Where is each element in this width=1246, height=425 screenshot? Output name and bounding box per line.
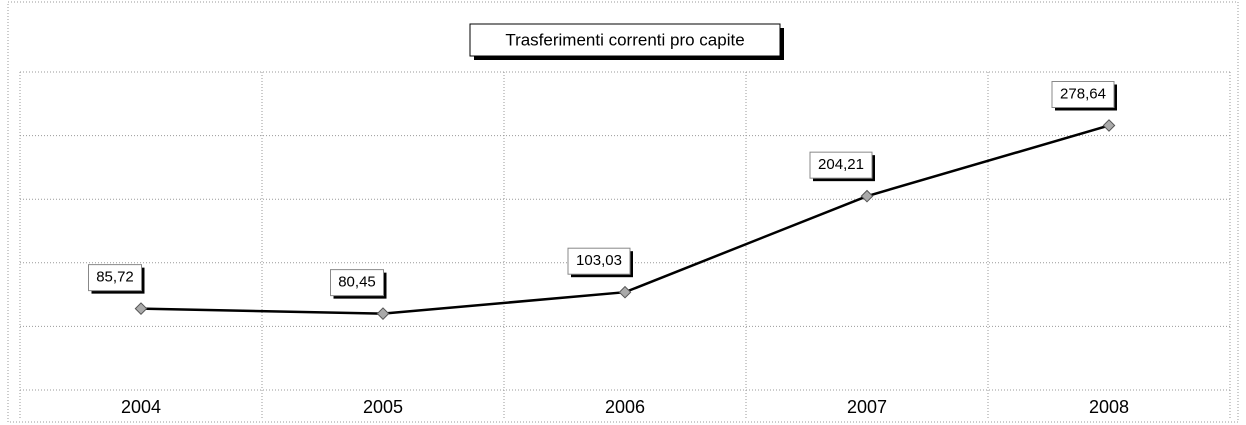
x-tick-label: 2004 <box>121 397 161 417</box>
value-label: 204,21 <box>818 156 864 173</box>
x-tick-label: 2005 <box>363 397 403 417</box>
value-label-box <box>88 264 142 292</box>
x-tick-label: 2008 <box>1089 397 1129 417</box>
value-label: 80,45 <box>338 274 376 291</box>
chart-title: Trasferimenti correnti pro capite <box>505 30 744 49</box>
value-label-box <box>1051 80 1115 108</box>
x-tick-label: 2007 <box>847 397 887 417</box>
marker <box>1102 119 1116 132</box>
chart-border <box>7 1 1239 423</box>
marker <box>376 307 390 320</box>
title-box <box>469 23 781 57</box>
line <box>140 124 1110 315</box>
value-label-box <box>567 247 631 275</box>
marker <box>618 285 632 299</box>
marker <box>860 189 874 203</box>
value-label: 85,72 <box>96 269 134 286</box>
value-label-box <box>330 269 384 297</box>
x-tick-label: 2006 <box>605 397 645 417</box>
grid <box>19 71 1231 420</box>
value-label: 103,03 <box>576 252 622 269</box>
value-label-box <box>809 151 873 179</box>
value-label: 278,64 <box>1060 85 1106 102</box>
marker <box>134 302 148 315</box>
